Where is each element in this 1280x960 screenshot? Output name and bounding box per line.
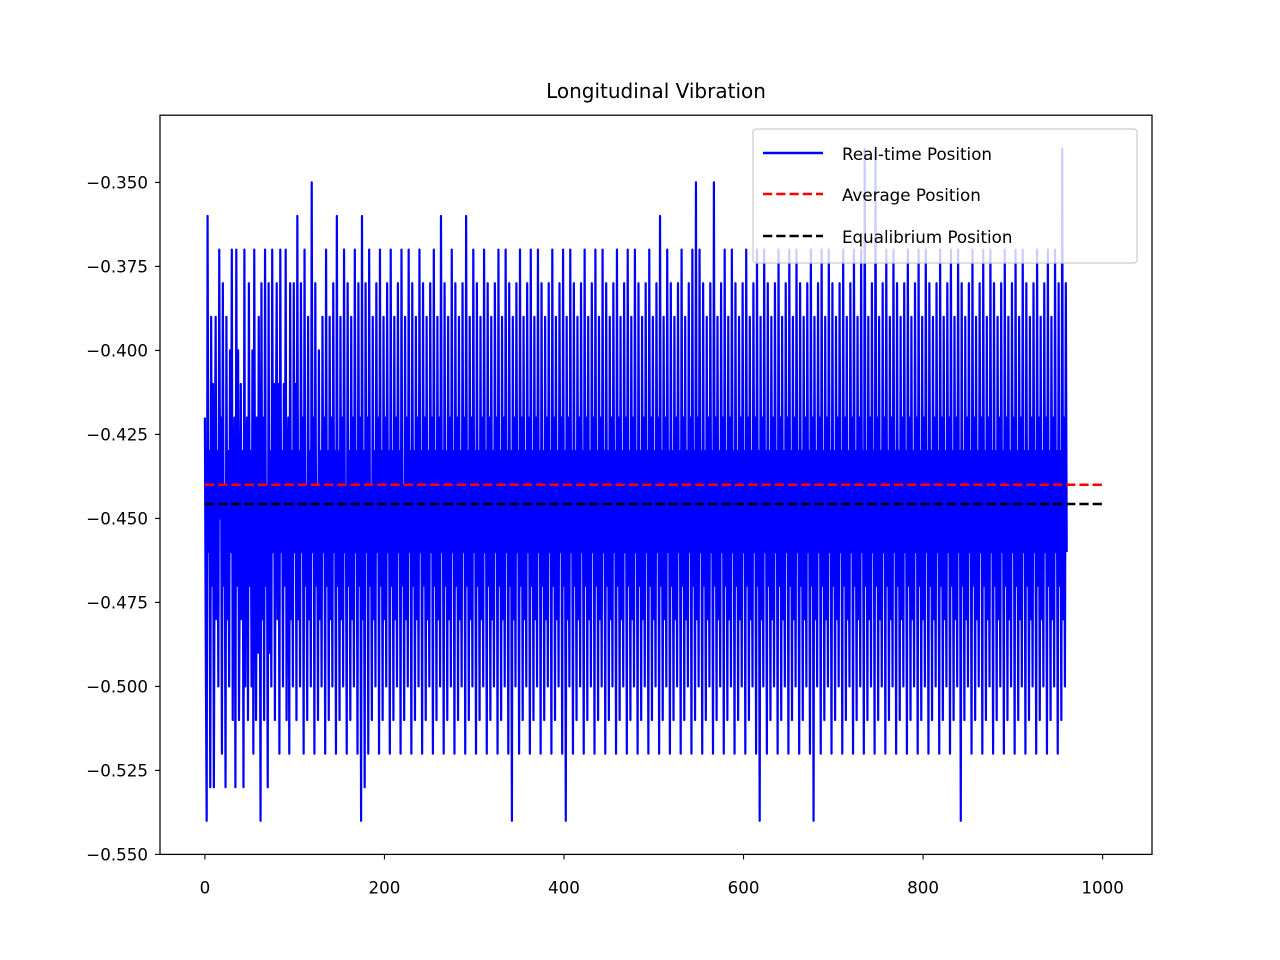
x-tick-label: 1000: [1081, 877, 1123, 897]
x-tick-label: 800: [907, 877, 939, 897]
legend-entry-average: Average Position: [763, 185, 981, 205]
legend-entry-equilibrium: Equalibrium Position: [763, 227, 1012, 247]
series-layer: [203, 147, 1106, 822]
x-tick-label: 0: [200, 877, 211, 897]
legend-label-equilibrium: Equalibrium Position: [842, 227, 1012, 247]
legend-label-average: Average Position: [842, 185, 981, 205]
y-tick-label: −0.475: [86, 592, 148, 612]
y-tick-label: −0.550: [86, 844, 148, 864]
x-axis: 0 200 400 600 800 1000: [200, 854, 1124, 897]
y-tick-label: −0.450: [86, 508, 148, 528]
legend-entry-real-time: Real-time Position: [763, 144, 992, 164]
y-tick-label: −0.500: [86, 676, 148, 696]
y-tick-label: −0.525: [86, 760, 148, 780]
legend-label-real-time: Real-time Position: [842, 144, 992, 164]
y-tick-label: −0.375: [86, 256, 148, 276]
plot-frame: [159, 114, 1153, 856]
chart-title: Longitudinal Vibration: [546, 79, 766, 103]
y-tick-label: −0.425: [86, 424, 148, 444]
y-axis: −0.350 −0.375 −0.400 −0.425 −0.450 −0.475 −0.5…: [86, 172, 160, 864]
y-tick-label: −0.350: [86, 172, 148, 192]
legend: Real-time Position Average Position Equa…: [752, 128, 1138, 264]
x-tick-label: 200: [369, 877, 401, 897]
legend-box: [752, 128, 1138, 264]
x-tick-label: 400: [548, 877, 580, 897]
x-tick-label: 600: [728, 877, 760, 897]
y-tick-label: −0.400: [86, 340, 148, 360]
series-line-real-time: [203, 147, 1068, 822]
